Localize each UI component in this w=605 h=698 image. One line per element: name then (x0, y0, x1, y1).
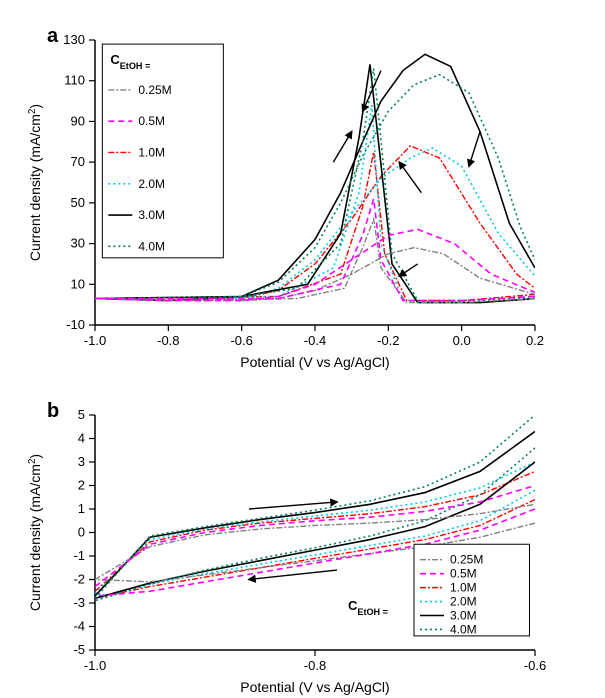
legend-label: 4.0M (450, 622, 477, 636)
svg-text:-5: -5 (73, 642, 85, 657)
svg-text:-4: -4 (73, 619, 85, 634)
ylabel: Current density (mA/cm2) (27, 104, 44, 261)
svg-text:30: 30 (71, 236, 85, 251)
svg-text:-0.6: -0.6 (230, 333, 252, 348)
svg-text:-2: -2 (73, 572, 85, 587)
scan-arrow (399, 264, 417, 276)
legend-label: 2.0M (138, 177, 165, 191)
scan-arrow (399, 162, 421, 193)
svg-text:130: 130 (63, 32, 85, 47)
svg-text:-1.0: -1.0 (84, 658, 106, 673)
legend-label: 0.25M (138, 83, 171, 97)
svg-text:10: 10 (71, 276, 85, 291)
svg-text:0.2: 0.2 (526, 333, 544, 348)
panel-tag: b (47, 400, 59, 422)
svg-text:-0.8: -0.8 (304, 658, 326, 673)
legend-label: 3.0M (450, 609, 477, 623)
svg-text:110: 110 (64, 73, 85, 88)
svg-text:70: 70 (71, 154, 85, 169)
scan-arrow (333, 132, 351, 163)
legend-label: 3.0M (138, 208, 165, 222)
svg-text:3: 3 (78, 454, 85, 469)
svg-text:-10: -10 (66, 317, 85, 332)
scan-arrow (469, 132, 480, 167)
legend-label: 4.0M (138, 239, 165, 253)
legend: CEtOH =0.25M0.5M1.0M2.0M3.0M4.0M (102, 44, 223, 258)
legend: 0.25M0.5M1.0M2.0M3.0M4.0M CEtOH = (348, 544, 530, 636)
svg-text:CEtOH =: CEtOH = (348, 598, 388, 617)
figure-svg: -1.0-0.8-0.6-0.4-0.20.00.2-1010305070901… (0, 0, 605, 698)
svg-text:5: 5 (78, 407, 85, 422)
svg-text:-1: -1 (73, 548, 85, 563)
legend-label: 0.25M (450, 553, 483, 567)
svg-text:90: 90 (71, 113, 85, 128)
legend-label: 2.0M (450, 595, 477, 609)
scan-arrow (249, 502, 337, 509)
panel-a: -1.0 -0.8 -0.6 -0.4 -0.2 0.0 0.2 -10 10 30 50 70 90 1… (27, 25, 545, 370)
svg-text:4: 4 (78, 431, 85, 446)
xlabel: Potential (V vs Ag/AgCl) (240, 679, 389, 695)
svg-text:-0.4: -0.4 (304, 333, 326, 348)
svg-text:0.0: 0.0 (453, 333, 471, 348)
svg-text:-1.0: -1.0 (84, 333, 106, 348)
xlabel: Potential (V vs Ag/AgCl) (240, 354, 389, 370)
svg-text:2: 2 (78, 478, 85, 493)
svg-text:-0.2: -0.2 (377, 333, 399, 348)
svg-text:-3: -3 (73, 595, 85, 610)
svg-text:1: 1 (78, 501, 85, 516)
ylabel: Current density (mA/cm2) (27, 454, 44, 611)
svg-text:-0.8: -0.8 (157, 333, 179, 348)
legend-label: 1.0M (138, 145, 165, 159)
svg-text:-0.6: -0.6 (524, 658, 546, 673)
panel-b: -1.0 -0.8 -0.6 -5 -4 -3 -2 -1 0 1 2 3 4 5 Potential (V… (27, 400, 547, 695)
panel-tag: a (47, 25, 59, 47)
legend-label: 1.0M (450, 581, 477, 595)
legend-label: 0.5M (450, 567, 477, 581)
legend-label: 0.5M (138, 114, 165, 128)
figure-container: -1.0-0.8-0.6-0.4-0.20.00.2-1010305070901… (0, 0, 605, 698)
svg-text:50: 50 (71, 195, 85, 210)
svg-text:0: 0 (78, 525, 85, 540)
